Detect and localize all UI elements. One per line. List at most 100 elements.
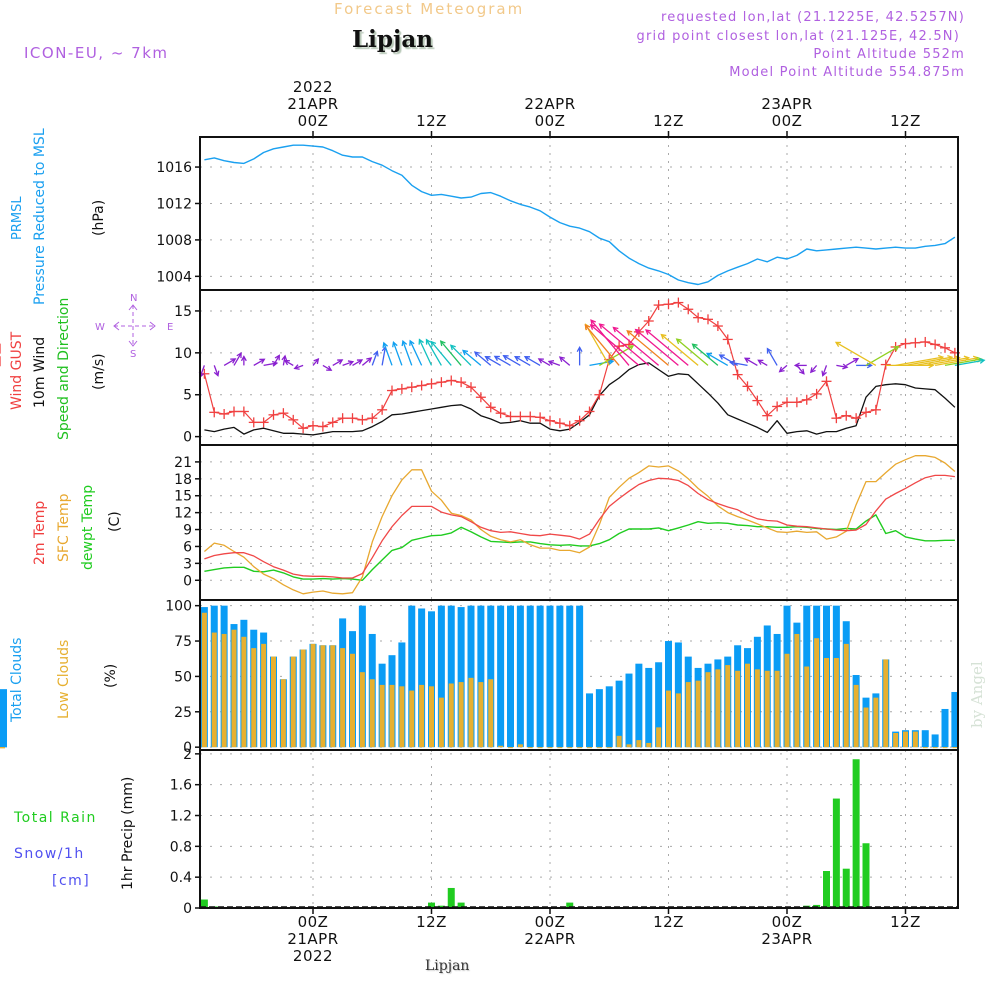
wind-gust-marker <box>446 375 457 386</box>
wind-gust-marker <box>406 382 417 393</box>
low-clouds-bar <box>685 682 691 748</box>
wind-vector-arrow <box>705 352 729 366</box>
wind-vector-arrow <box>233 351 242 366</box>
wind-arrow-shaft <box>626 330 669 366</box>
wind-gust-marker <box>772 401 783 412</box>
time-label-line: 2022 <box>292 78 334 96</box>
wind-gust-marker <box>930 339 941 350</box>
y-tick-label: 1012 <box>156 196 192 212</box>
wind-arrow-shaft <box>294 364 304 370</box>
wind-arrow-shaft <box>485 356 501 366</box>
wind-vector-arrow <box>757 359 768 366</box>
low-clouds-bar <box>409 690 415 748</box>
wind-arrow-head <box>514 356 521 362</box>
y-tick-label: 0 <box>183 573 192 589</box>
time-label: 12Z <box>866 113 946 130</box>
low-clouds-bar <box>458 682 464 748</box>
wind-vector-arrow <box>836 363 849 370</box>
wind-gust-marker <box>525 411 536 422</box>
wind-arrow-shaft <box>676 338 709 366</box>
low-clouds-bar <box>606 747 612 749</box>
time-label-line: 00Z <box>534 913 566 931</box>
low-clouds-bar <box>271 656 276 748</box>
time-label-line: 12Z <box>890 112 921 130</box>
wind-arrow-shaft <box>895 356 943 367</box>
low-clouds-bar <box>646 742 652 748</box>
total-clouds-bar <box>546 605 554 748</box>
wind-arrow-shaft <box>905 356 953 367</box>
wind-arrow-shaft <box>425 339 442 366</box>
rain-bar <box>457 902 465 908</box>
wind-arrow-head <box>462 349 469 356</box>
wind-arrow-head <box>401 339 408 347</box>
wind-vector-arrow <box>599 345 635 366</box>
wind-vector-arrow <box>821 365 828 377</box>
y-tick-label: 0 <box>183 740 192 756</box>
wind-gust-marker <box>663 299 674 310</box>
wind-gust-marker <box>722 334 733 345</box>
rain-bar <box>200 899 208 908</box>
y-tick-label: 18 <box>174 472 192 488</box>
low-clouds-bar <box>290 656 296 748</box>
total-clouds-bar <box>595 689 603 748</box>
y-tick-label: 100 <box>165 599 192 615</box>
wind-arrow-head <box>598 323 605 330</box>
wind-vector-arrow <box>576 345 583 366</box>
requested-coords: requested lon,lat (21.1225E, 42.5257N) <box>660 10 965 25</box>
wind-arrow-head <box>584 324 591 331</box>
total-clouds-bar <box>477 605 485 748</box>
wind-vector-arrow <box>778 364 788 373</box>
wind-vector-arrow <box>462 349 482 366</box>
rain-bar <box>842 868 850 908</box>
wind-arrow-shaft <box>744 357 758 366</box>
total-clouds-bar <box>586 693 593 748</box>
wind-gust-marker <box>831 413 842 424</box>
wind-gust-marker <box>920 336 931 347</box>
low-clouds-bar <box>310 643 316 748</box>
wind-arrow-shaft <box>599 345 634 366</box>
low-clouds-bar <box>488 679 494 748</box>
time-label-line: 2022 <box>292 947 334 965</box>
wind-gust-marker <box>693 312 704 323</box>
time-label-line: 00Z <box>297 913 329 931</box>
wind-gust-marker <box>752 395 763 406</box>
wind-gust-marker <box>485 402 496 413</box>
total-clouds-bar <box>516 605 524 748</box>
low-clouds-bar <box>478 682 484 748</box>
svg-text:W: W <box>95 322 105 333</box>
wind-gust-marker <box>308 420 318 431</box>
wind-vector-arrow <box>558 356 571 366</box>
wind-arrow-head <box>628 345 635 351</box>
grid-point-coords: grid point closest lon,lat (21.125E, 42.… <box>636 29 960 44</box>
time-label-line: 23APR <box>761 95 813 113</box>
wind-vector-arrow <box>322 364 333 371</box>
low-clouds-bar <box>784 653 790 748</box>
low-clouds-bar <box>853 684 859 748</box>
wind-arrow-head <box>537 358 544 364</box>
y-tick-label: 1008 <box>156 233 192 249</box>
low-clouds-bar <box>379 684 385 748</box>
wind-vector-arrow <box>409 339 423 366</box>
wind-arrow-shaft <box>538 358 551 366</box>
wind-arrow-shaft <box>430 341 452 366</box>
wind-arrow-head <box>409 339 415 346</box>
wind-vector-arrow <box>766 347 778 366</box>
wind-arrow-head <box>230 358 237 364</box>
low-clouds-bar <box>626 744 632 748</box>
y-tick-label: 15 <box>174 304 192 320</box>
wind-arrow-shaft <box>925 357 969 367</box>
y-tick-label: 9 <box>183 523 192 539</box>
wind-gust-marker <box>861 407 871 418</box>
wind-arrow-head <box>274 354 280 361</box>
wind-arrow-shaft <box>585 324 610 366</box>
low-clouds-bar <box>666 690 671 748</box>
wind-arrow-head <box>634 328 641 335</box>
wind-vector-arrow <box>885 362 935 369</box>
low-clouds-bar <box>330 645 336 748</box>
wind-arrow-head <box>547 360 555 366</box>
wind-arrow-head <box>893 345 900 352</box>
wind-arrow-shaft <box>272 355 280 366</box>
wind-arrow-shaft <box>332 359 343 366</box>
total-clouds-bar <box>576 605 584 748</box>
wind-vector-arrow <box>392 341 403 366</box>
